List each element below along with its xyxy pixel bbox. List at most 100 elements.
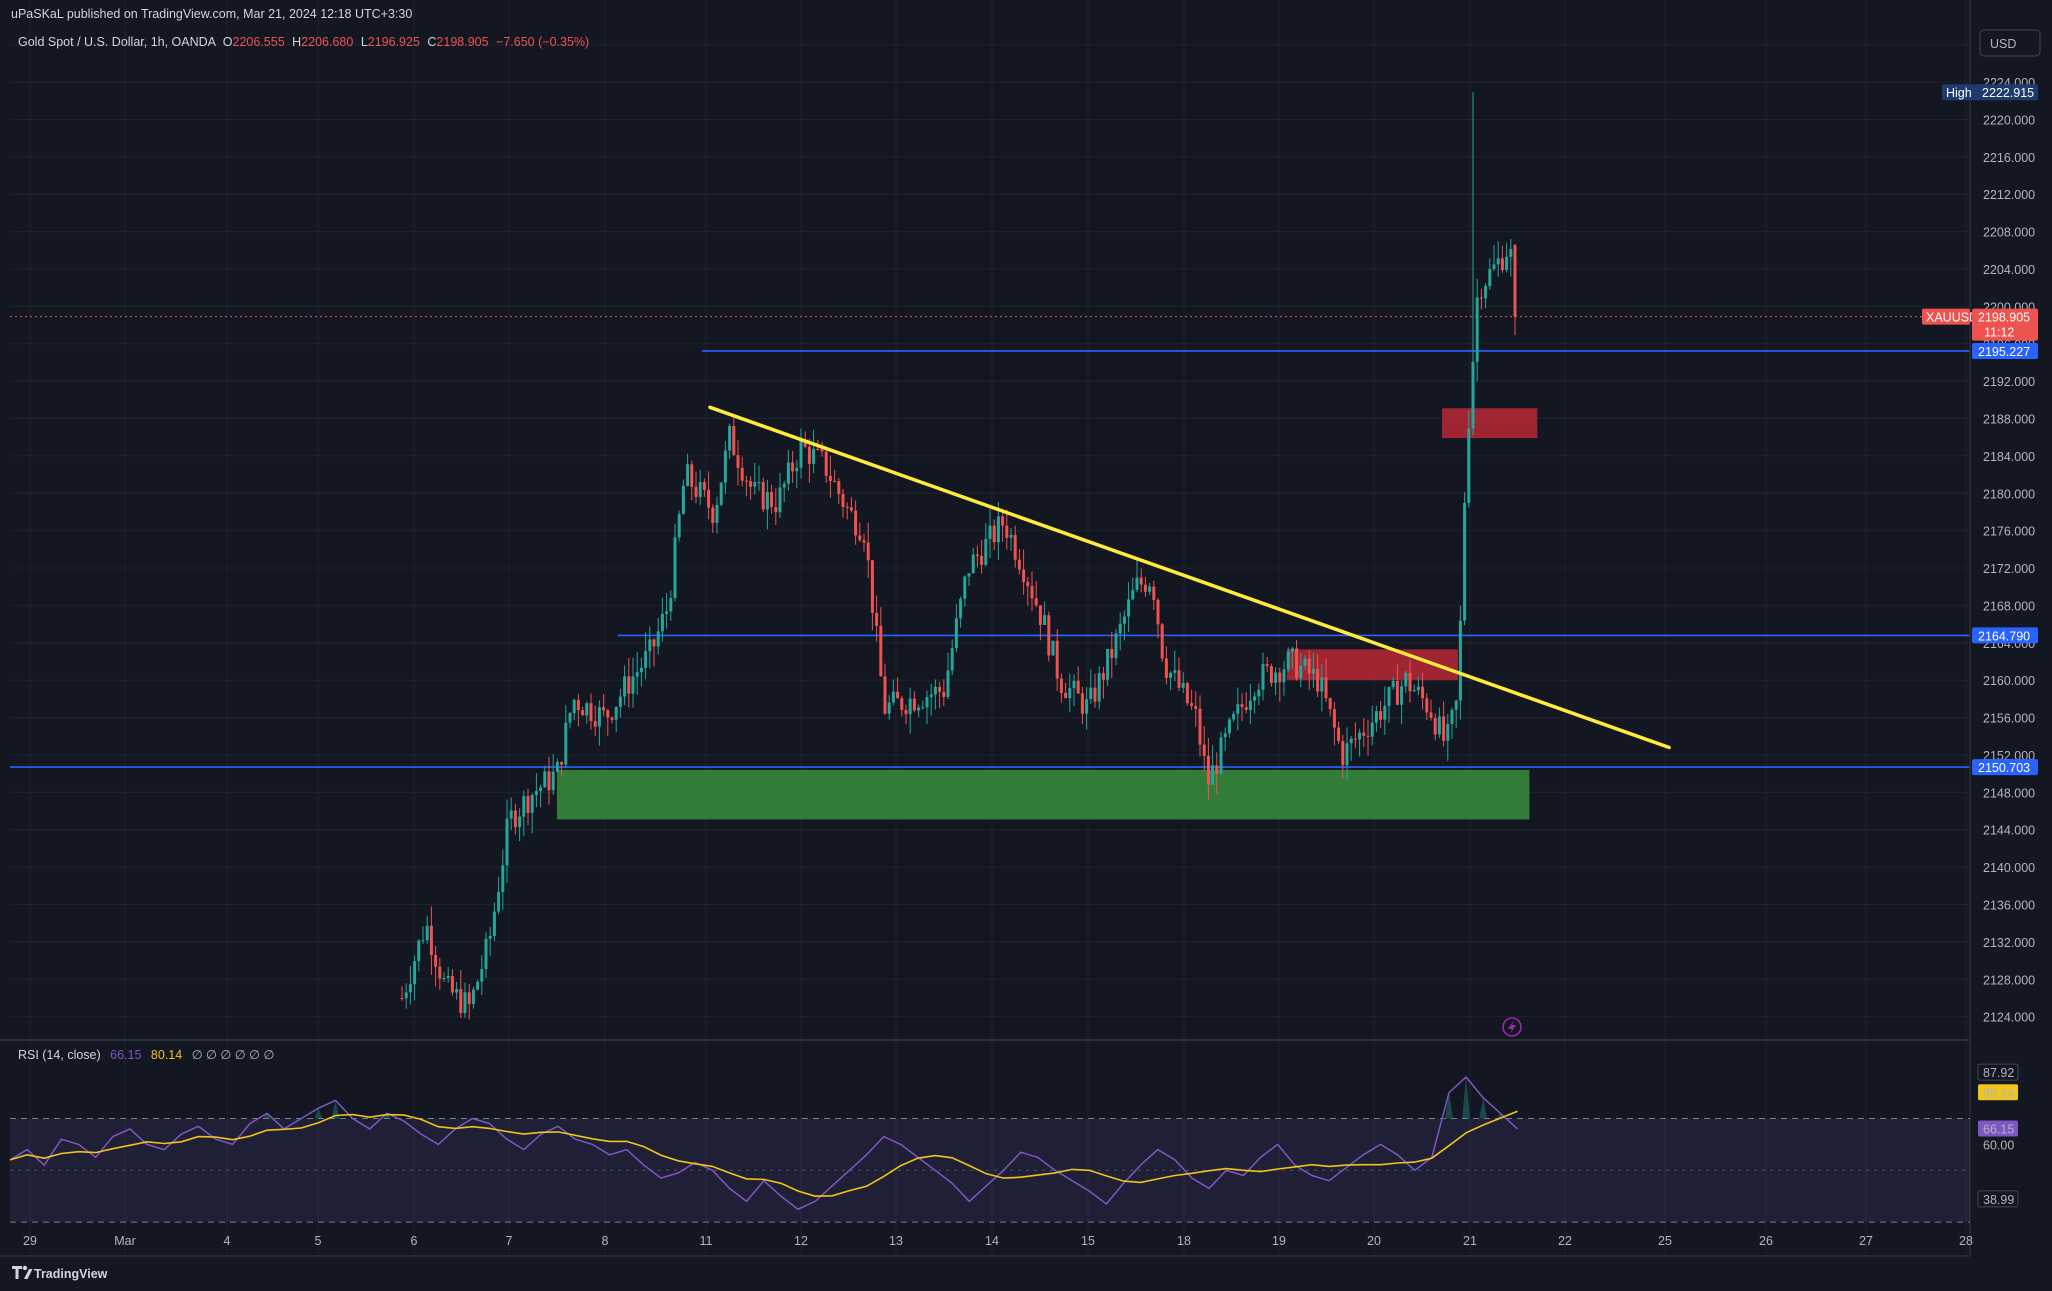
- candle-body: [686, 464, 690, 486]
- candle-body: [1425, 698, 1429, 713]
- symbol-legend[interactable]: Gold Spot / U.S. Dollar, 1h, OANDA O2206…: [18, 35, 589, 49]
- price-tick-label: 2204.000: [1983, 263, 2035, 277]
- candle-body: [1391, 680, 1395, 688]
- candle-body: [1278, 672, 1282, 683]
- time-label: 22: [1558, 1234, 1572, 1248]
- descending-trendline[interactable]: [708, 405, 1671, 750]
- candle-body: [833, 480, 837, 482]
- level-2-tag[interactable]: [1972, 627, 2038, 644]
- candle-body: [539, 787, 543, 792]
- candle-body: [513, 810, 517, 828]
- candle-body: [1059, 678, 1063, 693]
- candle-body: [1118, 623, 1122, 634]
- candle-body: [1421, 686, 1425, 699]
- rsi-legend[interactable]: RSI (14, close) 66.15 80.14 ∅ ∅ ∅ ∅ ∅ ∅: [18, 1048, 274, 1062]
- level-3-tag[interactable]: [1972, 759, 2038, 776]
- last-price-tag[interactable]: [1972, 308, 2038, 341]
- candle-body: [505, 818, 509, 866]
- open-label: O: [223, 35, 233, 49]
- candle-body: [1097, 673, 1101, 702]
- candle-body: [1068, 688, 1072, 698]
- candle-body: [698, 482, 702, 497]
- candle-body: [1248, 700, 1252, 711]
- candle-body: [631, 676, 635, 694]
- price-tick-label: 2140.000: [1983, 861, 2035, 875]
- rsi-axis-label: 87.92: [1983, 1066, 2014, 1080]
- candle-body: [413, 961, 417, 985]
- candle-body: [917, 707, 921, 711]
- rsi-pane[interactable]: [9, 1076, 1970, 1223]
- candle-body: [1106, 648, 1110, 680]
- candle-body: [933, 686, 937, 695]
- candle-body: [1479, 297, 1483, 299]
- candle-body: [1341, 741, 1345, 766]
- rsi-ma-value: 80.14: [151, 1048, 182, 1062]
- candle-body: [795, 467, 799, 472]
- candle-body: [1345, 743, 1349, 766]
- supply-zone[interactable]: [1442, 408, 1538, 439]
- candle-body: [1295, 648, 1299, 679]
- candle-body: [1034, 598, 1038, 606]
- candle-body: [581, 710, 585, 716]
- time-label: 6: [411, 1234, 418, 1248]
- candle-body: [1143, 584, 1147, 592]
- candle-body: [522, 795, 526, 817]
- horizontal-levels[interactable]: [10, 350, 1970, 768]
- candle-body: [963, 576, 967, 599]
- candle-body: [694, 486, 698, 497]
- candle-body: [816, 448, 820, 450]
- candle-body: [757, 482, 761, 484]
- candle-body: [1387, 687, 1391, 706]
- price-tick-label: 2212.000: [1983, 188, 2035, 202]
- candle-body: [1370, 722, 1374, 737]
- candle-body: [1240, 704, 1244, 708]
- candle-body: [404, 992, 408, 999]
- candle-body: [602, 707, 606, 711]
- zones: [557, 408, 1538, 820]
- time-label: 15: [1081, 1234, 1095, 1248]
- candle-body: [576, 699, 580, 711]
- candle-body: [942, 691, 946, 697]
- level-1-tag[interactable]: [1972, 342, 2038, 359]
- currency-button[interactable]: USD: [1979, 29, 2041, 57]
- candle-body: [799, 439, 803, 468]
- candle-body: [1332, 709, 1336, 728]
- candle-body: [408, 984, 412, 993]
- price-pane[interactable]: [10, 92, 1970, 1037]
- candle-body: [904, 709, 908, 715]
- candle-body: [761, 482, 765, 510]
- candle-body: [572, 699, 576, 714]
- candle-body: [1316, 668, 1320, 692]
- rsi-ma-line[interactable]: [9, 1110, 1518, 1198]
- price-tick-label: 2216.000: [1983, 151, 2035, 165]
- candle-body: [719, 482, 723, 505]
- candle-body: [1492, 264, 1496, 269]
- time-axis[interactable]: 29 Mar 4 5 6 7 8 11 12 13 14 15 18 19 20 21 22 25 26 27 28: [23, 1234, 1973, 1248]
- candle-body: [770, 492, 774, 508]
- symbol-tag[interactable]: [1922, 308, 1970, 325]
- candle-body: [501, 865, 505, 893]
- demand-zone[interactable]: [557, 769, 1530, 820]
- supply-zone[interactable]: [1286, 649, 1458, 681]
- rsi-line[interactable]: [9, 1076, 1519, 1211]
- candle-body: [1463, 502, 1467, 621]
- candle-body: [1038, 605, 1042, 625]
- time-label: 26: [1759, 1234, 1773, 1248]
- candle-body: [1001, 516, 1005, 526]
- rsi-axis[interactable]: 87.92 80.14 66.15 60.00 38.99: [1977, 1063, 2019, 1208]
- candle-body: [883, 676, 887, 714]
- candle-body: [1437, 716, 1441, 735]
- candle-body: [1211, 765, 1215, 785]
- candle-body: [959, 598, 963, 619]
- candle-body: [644, 651, 648, 668]
- lightning-icon[interactable]: [1502, 1017, 1522, 1037]
- tradingview-logo[interactable]: TradingView: [12, 1265, 108, 1281]
- candle-body: [828, 475, 832, 481]
- price-tick-label: 2188.000: [1983, 413, 2035, 427]
- price-axis[interactable]: 2228.0002224.0002220.0002216.0002212.000…: [1922, 39, 2038, 1025]
- candle-body: [975, 554, 979, 556]
- candle-body: [434, 954, 438, 967]
- candle-body: [1404, 672, 1408, 687]
